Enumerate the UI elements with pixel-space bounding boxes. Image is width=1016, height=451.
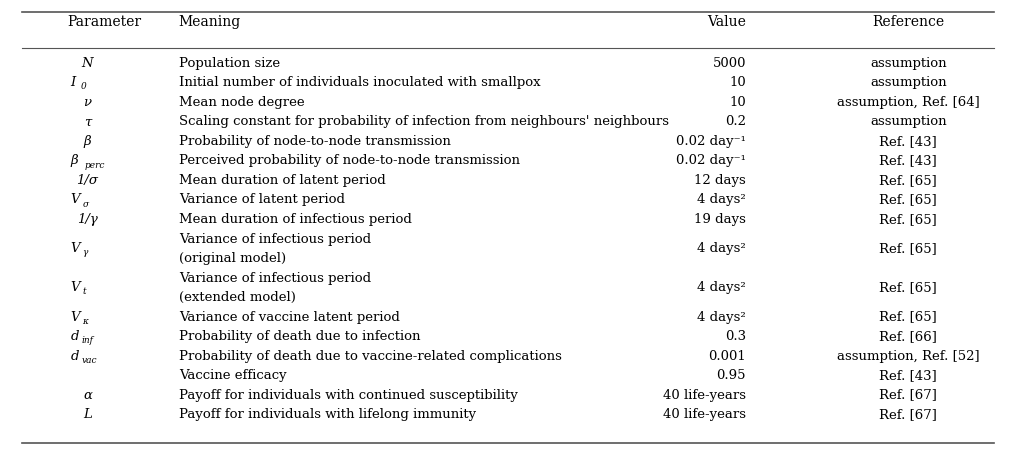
Text: 10: 10: [729, 76, 746, 89]
Text: Variance of latent period: Variance of latent period: [179, 193, 344, 206]
Text: 0.2: 0.2: [725, 115, 746, 128]
Text: V: V: [70, 281, 80, 294]
Text: β: β: [83, 135, 91, 147]
Text: 0.95: 0.95: [716, 368, 746, 381]
Text: 19 days: 19 days: [694, 212, 746, 226]
Text: 5000: 5000: [712, 57, 746, 70]
Text: assumption: assumption: [870, 115, 947, 128]
Text: Mean duration of infectious period: Mean duration of infectious period: [179, 212, 411, 226]
Text: L: L: [83, 407, 91, 420]
Text: Ref. [65]: Ref. [65]: [879, 281, 937, 294]
Text: 4 days²: 4 days²: [697, 281, 746, 294]
Text: 10: 10: [729, 96, 746, 109]
Text: Payoff for individuals with lifelong immunity: Payoff for individuals with lifelong imm…: [179, 407, 475, 420]
Text: 4 days²: 4 days²: [697, 242, 746, 255]
Text: d: d: [70, 349, 79, 362]
Text: 0.02 day⁻¹: 0.02 day⁻¹: [677, 135, 746, 147]
Text: α: α: [83, 388, 92, 401]
Text: Ref. [67]: Ref. [67]: [879, 388, 937, 401]
Text: 0.001: 0.001: [708, 349, 746, 362]
Text: Ref. [65]: Ref. [65]: [879, 174, 937, 187]
Text: Variance of infectious period: Variance of infectious period: [179, 232, 371, 245]
Text: Ref. [66]: Ref. [66]: [879, 329, 937, 342]
Text: I: I: [70, 76, 75, 89]
Text: Ref. [67]: Ref. [67]: [879, 407, 937, 420]
Text: perc: perc: [84, 160, 105, 169]
Text: Ref. [43]: Ref. [43]: [879, 135, 937, 147]
Text: 12 days: 12 days: [694, 174, 746, 187]
Text: Parameter: Parameter: [67, 14, 141, 28]
Text: 1/γ: 1/γ: [77, 212, 98, 226]
Text: Mean node degree: Mean node degree: [179, 96, 305, 109]
Text: Mean duration of latent period: Mean duration of latent period: [179, 174, 385, 187]
Text: Scaling constant for probability of infection from neighbours' neighbours: Scaling constant for probability of infe…: [179, 115, 669, 128]
Text: Probability of death due to vaccine-related complications: Probability of death due to vaccine-rela…: [179, 349, 562, 362]
Text: 0.02 day⁻¹: 0.02 day⁻¹: [677, 154, 746, 167]
Text: Vaccine efficacy: Vaccine efficacy: [179, 368, 287, 381]
Text: Variance of infectious period: Variance of infectious period: [179, 271, 371, 284]
Text: assumption: assumption: [870, 57, 947, 70]
Text: Ref. [43]: Ref. [43]: [879, 368, 937, 381]
Text: (extended model): (extended model): [179, 290, 296, 304]
Text: 0.3: 0.3: [725, 329, 746, 342]
Text: Payoff for individuals with continued susceptibility: Payoff for individuals with continued su…: [179, 388, 517, 401]
Text: Ref. [65]: Ref. [65]: [879, 242, 937, 255]
Text: d: d: [70, 329, 79, 342]
Text: V: V: [70, 193, 80, 206]
Text: t: t: [82, 287, 86, 296]
Text: Ref. [43]: Ref. [43]: [879, 154, 937, 167]
Text: 0: 0: [80, 82, 86, 91]
Text: Probability of death due to infection: Probability of death due to infection: [179, 329, 421, 342]
Text: Perceived probability of node-to-node transmission: Perceived probability of node-to-node tr…: [179, 154, 520, 167]
Text: 40 life-years: 40 life-years: [663, 388, 746, 401]
Text: V: V: [70, 242, 80, 255]
Text: γ: γ: [82, 248, 87, 257]
Text: N: N: [81, 57, 93, 70]
Text: Ref. [65]: Ref. [65]: [879, 193, 937, 206]
Text: (original model): (original model): [179, 252, 285, 264]
Text: β: β: [70, 154, 78, 167]
Text: Ref. [65]: Ref. [65]: [879, 310, 937, 323]
Text: Initial number of individuals inoculated with smallpox: Initial number of individuals inoculated…: [179, 76, 541, 89]
Text: 4 days²: 4 days²: [697, 310, 746, 323]
Text: τ: τ: [84, 115, 91, 128]
Text: V: V: [70, 310, 80, 323]
Text: Reference: Reference: [872, 14, 944, 28]
Text: κ: κ: [82, 316, 88, 325]
Text: assumption, Ref. [64]: assumption, Ref. [64]: [837, 96, 979, 109]
Text: σ: σ: [82, 199, 88, 208]
Text: 40 life-years: 40 life-years: [663, 407, 746, 420]
Text: 4 days²: 4 days²: [697, 193, 746, 206]
Text: Population size: Population size: [179, 57, 279, 70]
Text: Variance of vaccine latent period: Variance of vaccine latent period: [179, 310, 399, 323]
Text: assumption: assumption: [870, 76, 947, 89]
Text: Ref. [65]: Ref. [65]: [879, 212, 937, 226]
Text: vac: vac: [81, 355, 97, 364]
Text: Meaning: Meaning: [179, 14, 241, 28]
Text: Value: Value: [707, 14, 746, 28]
Text: 1/σ: 1/σ: [76, 174, 99, 187]
Text: inf: inf: [81, 336, 93, 345]
Text: ν: ν: [83, 96, 91, 109]
Text: assumption, Ref. [52]: assumption, Ref. [52]: [837, 349, 979, 362]
Text: Probability of node-to-node transmission: Probability of node-to-node transmission: [179, 135, 450, 147]
